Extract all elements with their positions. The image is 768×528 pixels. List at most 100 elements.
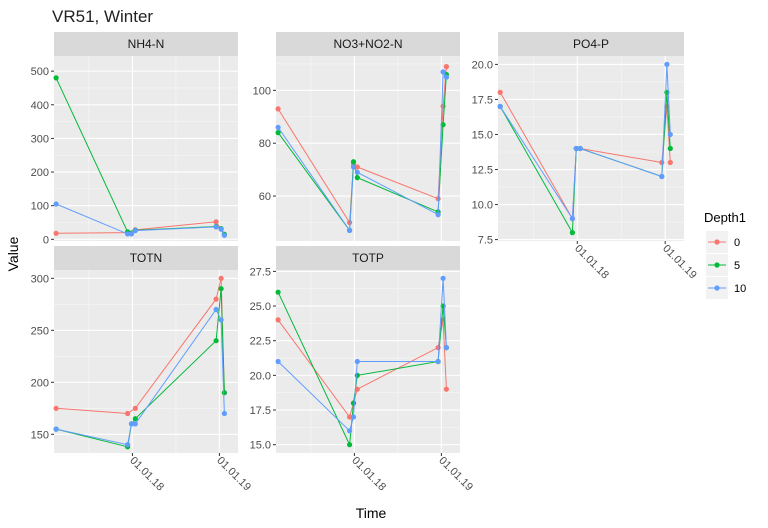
- y-axis-title: Value: [5, 236, 21, 271]
- data-point-totn-depth-5: [221, 390, 227, 396]
- data-point-no3-no2-n-depth-10: [435, 212, 441, 218]
- strip-label-totn: TOTN: [130, 251, 162, 265]
- y-tick-label: 200: [31, 167, 49, 179]
- y-tick-label: 15.0: [472, 129, 493, 141]
- data-point-nh4-n-depth-0: [53, 230, 59, 236]
- data-point-totp-depth-5: [354, 372, 360, 378]
- y-tick-label: 27.5: [250, 266, 271, 278]
- data-point-po4-p-depth-10: [577, 145, 583, 152]
- strip-label-po4-p: PO4-P: [573, 37, 609, 51]
- data-point-totp-depth-5: [350, 400, 357, 406]
- data-point-nh4-n-depth-5: [53, 75, 59, 81]
- plot-area-po4-p: [498, 56, 684, 241]
- data-point-no3-no2-n-depth-5: [275, 130, 281, 136]
- y-tick-label: 22.5: [250, 336, 271, 348]
- plot-area-totn: [54, 270, 238, 453]
- data-point-nh4-n-depth-10: [213, 224, 219, 230]
- legend-item-5: 5: [706, 254, 740, 276]
- legend-label: 10: [734, 283, 746, 295]
- data-point-no3-no2-n-depth-10: [350, 164, 357, 170]
- y-tick-label: 250: [31, 325, 49, 337]
- data-point-no3-no2-n-depth-5: [354, 175, 360, 181]
- data-point-po4-p-depth-5: [569, 230, 576, 236]
- data-point-totn-depth-10: [218, 317, 224, 323]
- data-point-po4-p-depth-0: [659, 159, 665, 166]
- data-point-totn-depth-0: [218, 275, 224, 281]
- data-point-no3-no2-n-depth-10: [443, 74, 449, 80]
- data-point-totp-depth-5: [347, 442, 353, 448]
- data-point-totn-depth-0: [132, 405, 138, 411]
- data-point-no3-no2-n-depth-5: [440, 122, 446, 128]
- x-axis-title: Time: [356, 505, 387, 521]
- panel-po4-p: PO4-P7.510.012.515.017.520.001.01.18 01.0…: [472, 32, 699, 281]
- data-point-totn-depth-10: [213, 306, 219, 313]
- y-tick-label: 20.0: [472, 59, 493, 71]
- data-point-po4-p-depth-10: [667, 131, 673, 138]
- y-tick-label: 0: [43, 234, 49, 246]
- data-point-nh4-n-depth-10: [128, 231, 135, 237]
- data-point-totp-depth-10: [354, 358, 360, 365]
- data-point-po4-p-depth-0: [497, 89, 503, 95]
- panel-nh4-n: NH4-N 0 100 200 300 400 500: [31, 32, 238, 246]
- data-point-totn-depth-10: [132, 421, 138, 427]
- y-tick-label: 12.5: [472, 165, 493, 177]
- data-point-totn-depth-5: [213, 338, 219, 344]
- strip-totn: [54, 246, 238, 270]
- data-point-no3-no2-n-depth-0: [275, 106, 281, 112]
- data-point-no3-no2-n-depth-0: [354, 164, 360, 170]
- data-point-no3-no2-n-depth-10: [440, 69, 446, 75]
- y-tick-label: 300: [31, 273, 49, 285]
- data-point-totp-depth-10: [347, 428, 353, 434]
- strip-label-totp: TOTP: [352, 251, 384, 265]
- y-tick-label: 200: [31, 377, 49, 389]
- strip-label-no3-no2-n: NO3+NO2-N: [333, 37, 402, 51]
- data-point-totp-depth-0: [347, 414, 353, 420]
- data-point-po4-p-depth-5: [667, 145, 673, 152]
- strip-label-nh4-n: NH4-N: [128, 37, 165, 51]
- data-point-po4-p-depth-0: [667, 159, 673, 166]
- data-point-po4-p-depth-10: [573, 145, 579, 152]
- data-point-totp-depth-0: [275, 317, 281, 323]
- y-tick-label: 7.5: [478, 235, 493, 247]
- data-point-totn-depth-10: [125, 442, 131, 448]
- y-tick-label: 17.5: [250, 405, 271, 417]
- data-point-no3-no2-n-depth-10: [275, 124, 281, 130]
- y-tick-label: 10.0: [472, 200, 493, 212]
- strip-totp: [276, 246, 460, 270]
- data-point-po4-p-depth-10: [569, 216, 576, 222]
- data-point-totn-depth-0: [53, 405, 59, 411]
- data-point-po4-p-depth-10: [497, 103, 503, 110]
- y-tick-label: 100: [31, 201, 49, 213]
- data-point-nh4-n-depth-10: [125, 231, 131, 237]
- data-point-totp-depth-0: [443, 386, 449, 392]
- legend-key-point: [714, 285, 720, 291]
- data-point-totn-depth-10: [53, 426, 59, 432]
- data-point-nh4-n-depth-10: [221, 232, 227, 238]
- data-point-nh4-n-depth-10: [218, 226, 224, 232]
- data-point-totp-depth-10: [440, 275, 446, 281]
- legend-label: 5: [734, 260, 740, 272]
- y-tick-label: 300: [31, 133, 49, 145]
- y-tick-label: 17.5: [472, 94, 493, 106]
- y-tick-label: 60: [259, 191, 271, 203]
- data-point-totn-depth-5: [218, 286, 224, 292]
- legend-key-point: [714, 239, 720, 245]
- data-point-no3-no2-n-depth-0: [443, 64, 449, 70]
- legend-item-10: 10: [706, 277, 746, 299]
- strip-no3-no2-n: [276, 32, 460, 56]
- data-point-nh4-n-depth-0: [213, 219, 219, 225]
- plot-area-nh4-n: [54, 56, 238, 241]
- data-point-no3-no2-n-depth-5: [350, 159, 357, 165]
- y-tick-label: 25.0: [250, 301, 271, 313]
- data-point-totp-depth-10: [435, 358, 441, 365]
- y-tick-label: 150: [31, 429, 49, 441]
- legend: Depth1 0 5 10: [704, 210, 746, 299]
- strip-nh4-n: [54, 32, 238, 56]
- data-point-totn-depth-0: [213, 296, 219, 302]
- data-point-po4-p-depth-10: [659, 173, 665, 180]
- strip-po4-p: [498, 32, 684, 56]
- data-point-totp-depth-5: [275, 289, 281, 295]
